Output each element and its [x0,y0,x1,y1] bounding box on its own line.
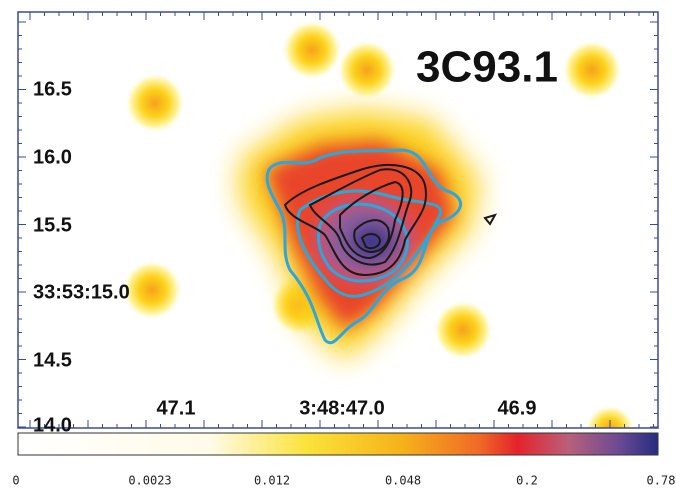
frame-ticks [18,12,658,428]
y-tick-label: 33:53:15.0 [33,281,130,303]
colorbar [17,432,659,456]
y-tick-label: 14.5 [33,349,72,371]
colorbar-label: 0.048 [385,474,421,488]
colorbar-label: 0.0023 [128,474,171,488]
title: 3C93.1 [416,43,558,92]
y-tick-label: 14.0 [33,414,72,436]
y-tick-label: 16.5 [33,78,72,100]
colorbar-label: 0.78 [647,474,676,488]
frame [17,11,659,429]
colorbar-label: 0 [12,474,19,488]
y-tick-label: 15.5 [33,214,72,236]
colorbar-label: 0.012 [254,474,290,488]
contours-black [283,164,498,277]
x-tick-label: 3:48:47.0 [299,397,385,419]
x-tick-label: 47.1 [157,397,196,419]
y-tick-label: 16.0 [33,146,72,168]
image [18,12,658,428]
x-tick-label: 46.9 [498,397,537,419]
colorbar-label: 0.2 [516,474,538,488]
